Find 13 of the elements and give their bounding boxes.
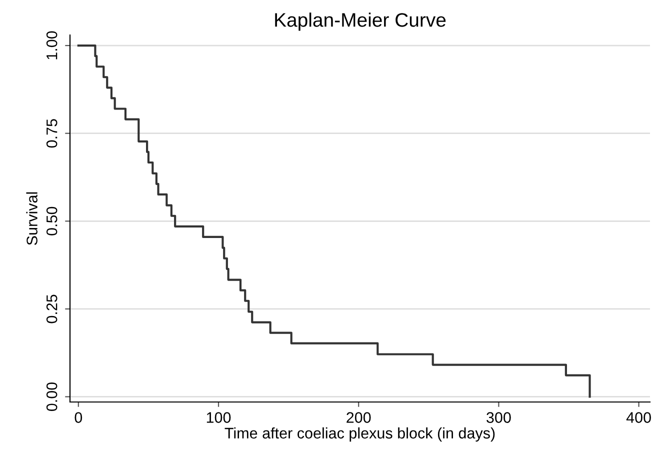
y-tick-label: 0.25 bbox=[46, 294, 58, 324]
y-tick-label: 0.50 bbox=[46, 206, 58, 236]
x-tick-label: 300 bbox=[486, 412, 511, 423]
chart-title: Kaplan-Meier Curve bbox=[275, 12, 446, 31]
y-axis-title: Survival bbox=[26, 192, 38, 245]
y-tick-label: 1.00 bbox=[46, 31, 58, 60]
x-axis-title: Time after coeliac plexus block (in days) bbox=[224, 427, 495, 442]
x-tick-label: 400 bbox=[626, 412, 651, 423]
y-tick-label: 0.75 bbox=[46, 119, 58, 148]
x-tick-label: 100 bbox=[206, 412, 231, 423]
x-tick-label: 0 bbox=[74, 412, 82, 423]
y-tick-label: 0.00 bbox=[46, 382, 58, 411]
x-tick-label: 200 bbox=[346, 412, 371, 423]
